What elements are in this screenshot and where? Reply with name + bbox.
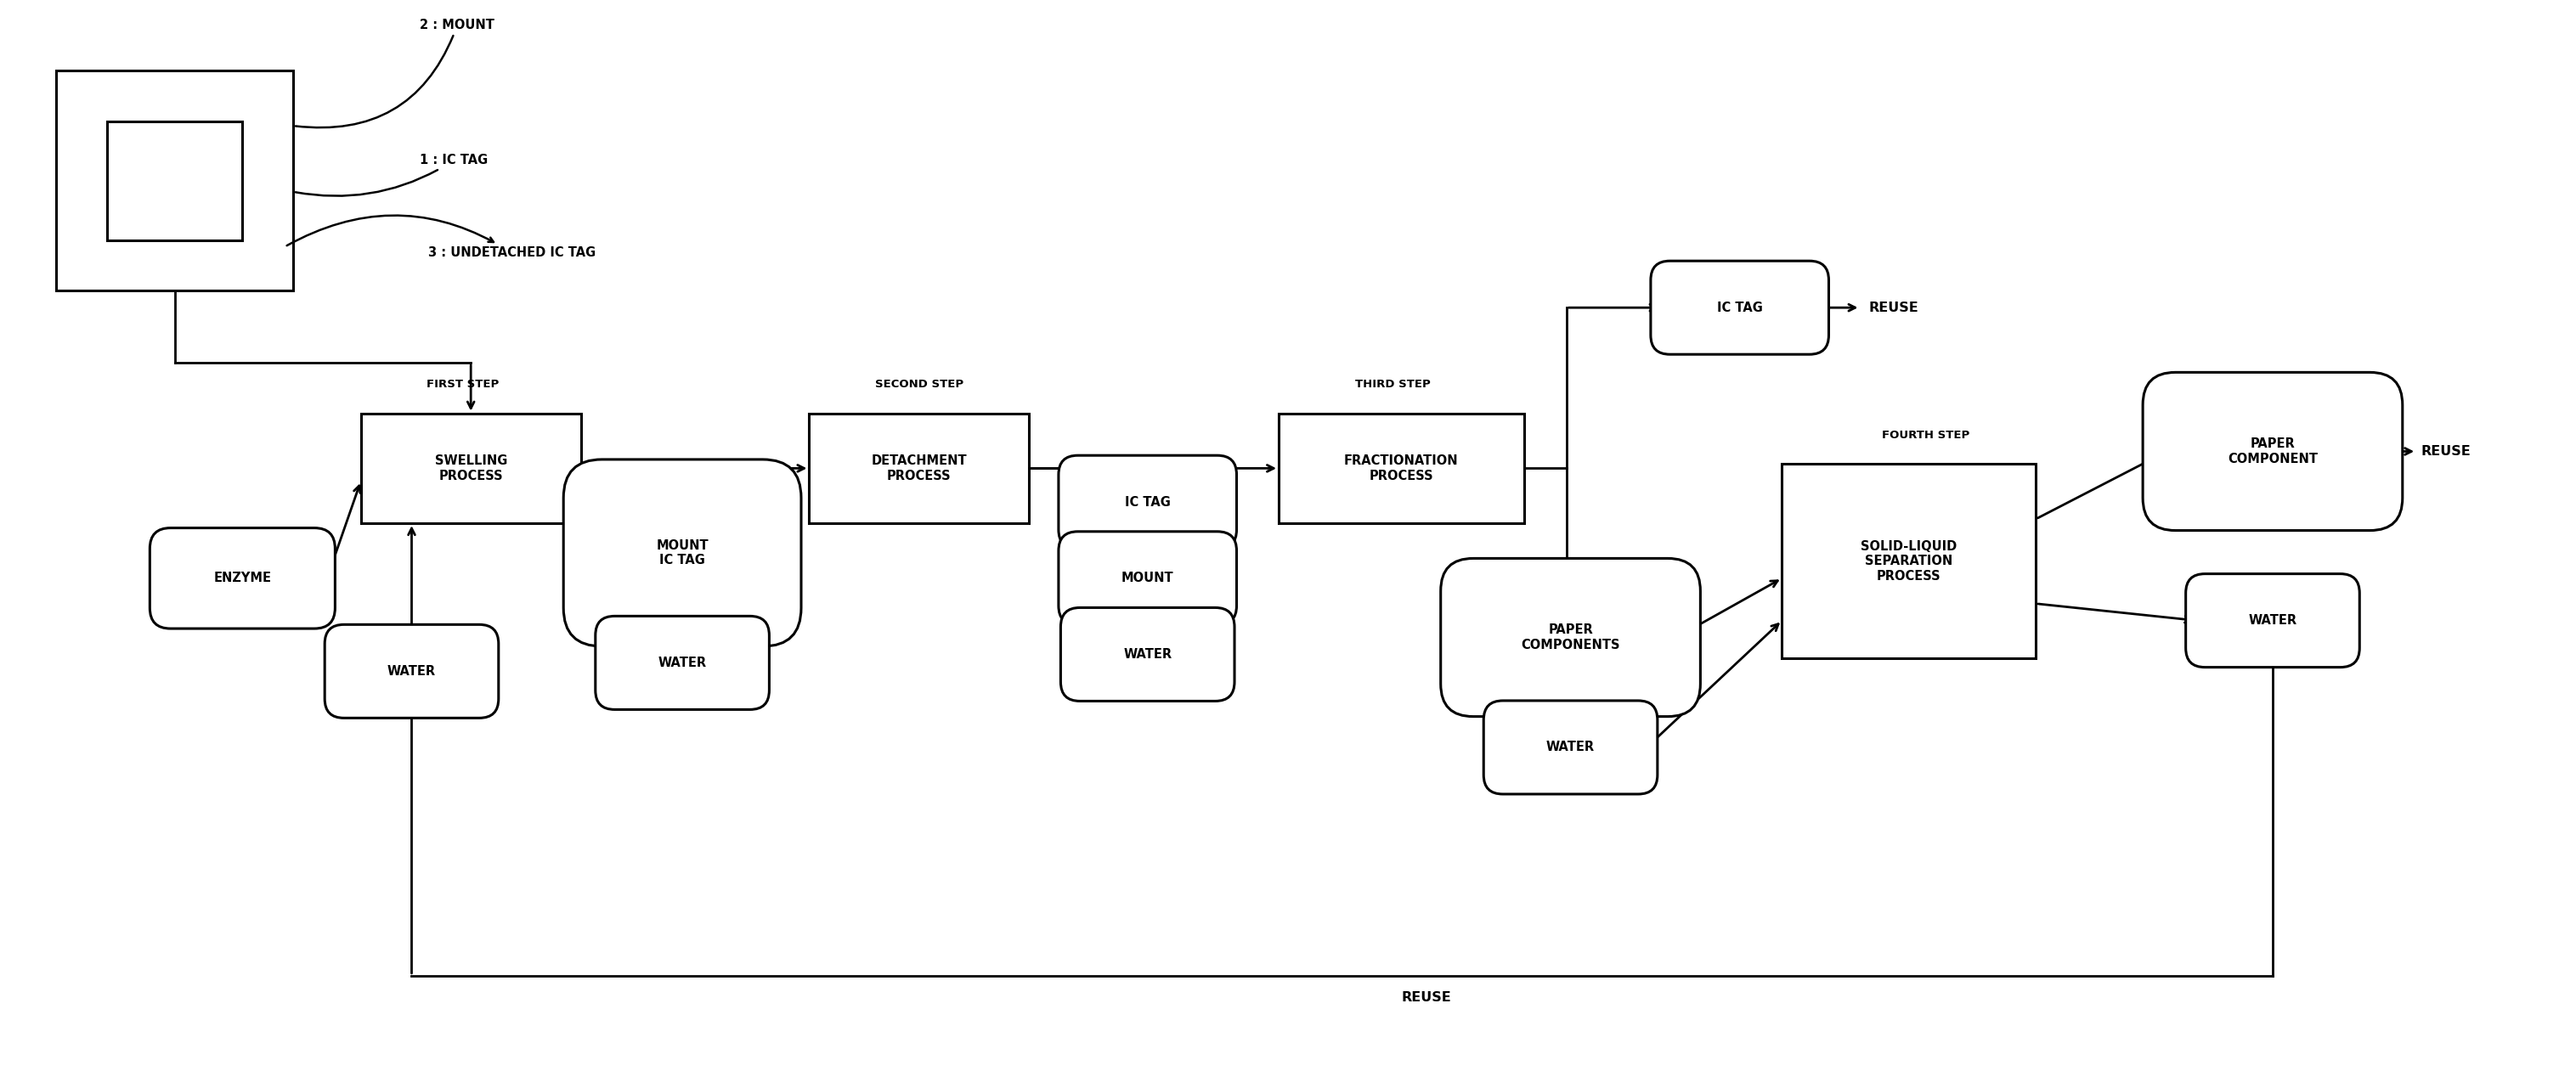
FancyBboxPatch shape <box>1484 701 1656 794</box>
Text: REUSE: REUSE <box>1401 991 1453 1003</box>
Text: WATER: WATER <box>1123 648 1172 660</box>
FancyBboxPatch shape <box>1059 456 1236 548</box>
FancyBboxPatch shape <box>1061 607 1234 701</box>
FancyBboxPatch shape <box>149 528 335 629</box>
FancyBboxPatch shape <box>325 625 500 718</box>
Text: ENZYME: ENZYME <box>214 572 270 584</box>
FancyBboxPatch shape <box>108 122 242 240</box>
Text: SECOND STEP: SECOND STEP <box>876 379 963 390</box>
FancyBboxPatch shape <box>2184 573 2360 667</box>
FancyBboxPatch shape <box>361 413 580 523</box>
Text: FIRST STEP: FIRST STEP <box>425 379 500 390</box>
Text: MOUNT
IC TAG: MOUNT IC TAG <box>657 540 708 567</box>
FancyBboxPatch shape <box>595 616 770 709</box>
Text: FRACTIONATION
PROCESS: FRACTIONATION PROCESS <box>1345 455 1458 482</box>
FancyBboxPatch shape <box>1651 261 1829 355</box>
Text: PAPER
COMPONENT: PAPER COMPONENT <box>2228 437 2318 466</box>
FancyBboxPatch shape <box>1278 413 1525 523</box>
Text: MOUNT: MOUNT <box>1121 572 1175 584</box>
Text: THIRD STEP: THIRD STEP <box>1355 379 1430 390</box>
FancyBboxPatch shape <box>564 459 801 646</box>
Text: REUSE: REUSE <box>2421 445 2470 458</box>
FancyBboxPatch shape <box>1440 558 1700 717</box>
Text: IC TAG: IC TAG <box>1716 301 1762 314</box>
Text: IC TAG: IC TAG <box>1126 496 1170 508</box>
Text: WATER: WATER <box>1546 741 1595 754</box>
Text: 1 : IC TAG: 1 : IC TAG <box>296 153 489 196</box>
FancyBboxPatch shape <box>2143 372 2403 531</box>
Text: DETACHMENT
PROCESS: DETACHMENT PROCESS <box>871 455 966 482</box>
FancyBboxPatch shape <box>1059 532 1236 625</box>
FancyBboxPatch shape <box>1783 465 2035 658</box>
FancyBboxPatch shape <box>57 71 294 290</box>
Text: WATER: WATER <box>657 656 706 669</box>
Text: WATER: WATER <box>386 665 435 678</box>
Text: 2 : MOUNT: 2 : MOUNT <box>296 18 495 127</box>
Text: SOLID-LIQUID
SEPARATION
PROCESS: SOLID-LIQUID SEPARATION PROCESS <box>1860 540 1958 582</box>
Text: SWELLING
PROCESS: SWELLING PROCESS <box>435 455 507 482</box>
Text: REUSE: REUSE <box>1868 301 1919 314</box>
Text: 3 : UNDETACHED IC TAG: 3 : UNDETACHED IC TAG <box>286 215 595 259</box>
Text: FOURTH STEP: FOURTH STEP <box>1883 430 1971 441</box>
FancyBboxPatch shape <box>809 413 1030 523</box>
Text: PAPER
COMPONENTS: PAPER COMPONENTS <box>1520 623 1620 652</box>
Text: WATER: WATER <box>2249 614 2298 627</box>
